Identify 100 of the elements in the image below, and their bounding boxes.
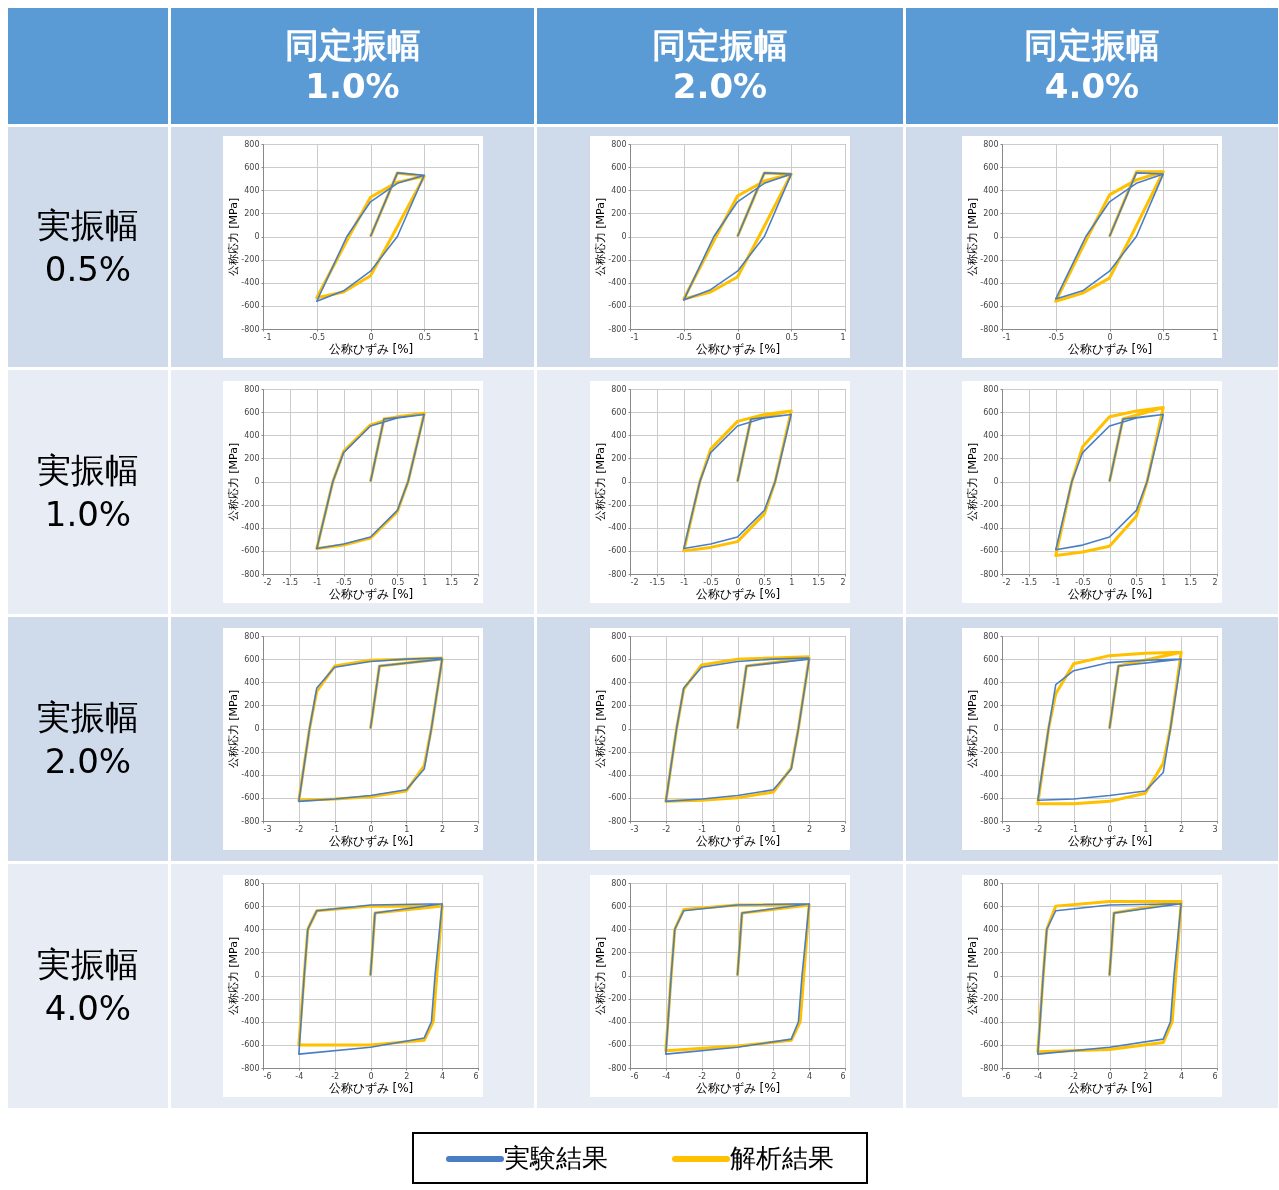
x-tick-label: -2 [662,824,671,834]
x-tick-label: -1 [1070,824,1079,834]
y-tick-label: 0 [621,477,627,486]
chart-title: 同定振幅 4.0% [1024,25,1160,107]
x-tick-label: -1 [263,332,271,342]
y-tick-label: 600 [983,162,999,172]
x-tick-label: 2 [1212,577,1218,587]
x-tick-label: -2 [1034,824,1043,834]
x-tick-label: -3 [630,824,639,834]
x-tick-label: 0 [367,1071,374,1081]
y-axis-title: 公称応力 [MPa] [594,197,608,277]
x-tick-label: -3 [1002,824,1011,834]
x-tick-label: 6 [840,1071,846,1081]
x-tick-label: 0.5 [758,577,772,587]
x-tick-label: 0.5 [417,332,431,342]
x-axis-title: 公称ひずみ [%] [1067,1080,1153,1095]
x-tick-label: 0 [1107,332,1113,342]
y-tick-label: -200 [608,747,627,757]
x-tick-label: 0 [735,824,741,834]
y-axis-title: 公称応力 [MPa] [226,689,240,769]
x-tick-label: -6 [263,1071,271,1081]
y-tick-label: -600 [980,546,999,556]
y-tick-label: 200 [243,700,259,710]
y-tick-label: 200 [243,947,259,957]
y-tick-label: -400 [240,523,259,533]
y-tick-label: -800 [240,1063,259,1073]
x-tick-label: -4 [1034,1071,1043,1081]
y-tick-label: -800 [240,569,259,579]
y-tick-label: -200 [240,255,259,265]
y-tick-label: -400 [980,278,999,288]
x-tick-label: 2 [1143,1071,1149,1081]
y-tick-label: 400 [611,185,627,195]
y-tick-label: 0 [993,971,999,980]
y-tick-label: -800 [980,1063,999,1073]
y-tick-label: 800 [983,878,999,888]
x-tick-label: 4 [439,1071,445,1081]
y-tick-label: 600 [243,162,259,172]
x-tick-label: -4 [662,1071,671,1081]
y-tick-label: 400 [983,677,999,687]
y-axis-title: 公称応力 [MPa] [966,689,980,769]
y-tick-label: 600 [611,654,627,664]
text: 実振幅 1.0% [37,448,139,536]
y-tick-label: 800 [243,631,259,641]
y-tick-label: -800 [240,816,259,826]
y-tick-label: 0 [993,477,999,486]
x-tick-label: -1 [1002,332,1011,342]
x-tick-label: -3 [263,824,271,834]
x-tick-label: -6 [630,1071,639,1081]
y-tick-label: -600 [608,301,627,311]
x-tick-label: -2 [330,1071,339,1081]
y-tick-label: -600 [980,301,999,311]
x-tick-label: -1.5 [282,577,298,587]
x-tick-label: -1 [630,332,639,342]
y-tick-label: 200 [983,947,999,957]
y-axis-title: 公称応力 [MPa] [594,936,608,1016]
x-tick-label: 0.5 [785,332,799,342]
x-tick-label: -2 [1002,577,1011,587]
y-axis-title: 公称応力 [MPa] [594,442,608,522]
x-tick-label: 2 [439,824,445,834]
x-axis-title: 公称ひずみ [%] [328,586,413,601]
x-tick-label: 0 [367,824,374,834]
x-tick-label: 1 [472,332,478,342]
y-axis-title: 公称応力 [MPa] [226,442,240,522]
y-tick-label: -600 [240,301,259,311]
y-tick-label: -600 [240,793,259,803]
y-tick-label: -200 [608,500,627,510]
x-tick-label: 0 [1107,577,1113,587]
x-tick-label: 2 [771,1071,777,1081]
x-tick-label: -1.5 [1021,577,1038,587]
y-tick-label: 400 [983,185,999,195]
x-tick-label: 1 [771,824,777,834]
y-tick-label: -800 [980,816,999,826]
x-tick-label: 6 [1212,1071,1218,1081]
x-tick-label: -2 [698,1071,707,1081]
x-tick-label: 1.5 [1184,577,1197,587]
y-tick-label: -400 [980,523,999,533]
x-tick-label: -0.5 [335,577,352,587]
y-axis-title: 公称応力 [MPa] [226,197,240,277]
y-tick-label: 400 [243,677,259,687]
y-tick-label: -400 [980,1017,999,1027]
x-tick-label: -2 [294,824,303,834]
y-axis-title: 公称応力 [MPa] [966,936,980,1016]
y-tick-label: -400 [608,770,627,780]
x-tick-label: 2 [807,824,813,834]
y-tick-label: 200 [611,700,627,710]
y-tick-label: 600 [243,407,259,417]
x-tick-label: -1.5 [649,577,666,587]
x-tick-label: 0 [735,1071,741,1081]
y-tick-label: 0 [253,724,259,733]
y-tick-label: -200 [240,747,259,757]
x-tick-label: 1 [1161,577,1167,587]
y-tick-label: 400 [611,677,627,687]
x-tick-label: -2 [630,577,639,587]
y-tick-label: 800 [611,878,627,888]
y-tick-label: -800 [608,1063,627,1073]
y-tick-label: 400 [611,430,627,440]
y-tick-label: -800 [980,324,999,334]
y-tick-label: -800 [980,569,999,579]
text: 実振幅 4.0% [37,942,139,1030]
y-tick-label: 200 [243,208,259,218]
